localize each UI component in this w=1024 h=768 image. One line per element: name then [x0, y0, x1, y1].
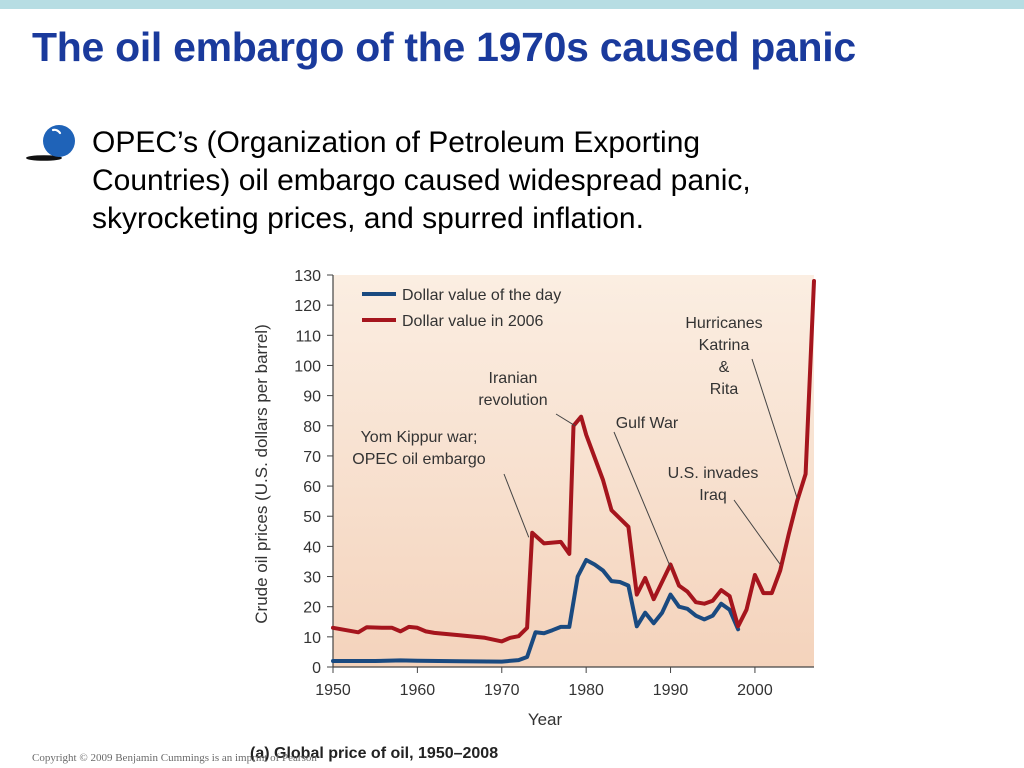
y-tick-label: 0	[312, 660, 321, 677]
chart-caption: (a) Global price of oil, 1950–2008	[250, 745, 498, 762]
y-tick-label: 20	[303, 600, 321, 617]
annotation-label: Yom Kippur war;	[361, 429, 478, 446]
annotation-label: Iraq	[699, 487, 727, 504]
copyright-notice: Copyright © 2009 Benjamin Cummings is an…	[32, 752, 317, 764]
x-tick-label: 1980	[568, 682, 604, 699]
annotation-label: revolution	[478, 392, 547, 409]
y-tick-label: 90	[303, 389, 321, 406]
bullet-text: OPEC’s (Organization of Petroleum Export…	[92, 124, 952, 238]
annotation-leader-line	[733, 499, 781, 565]
y-tick-label: 50	[303, 509, 321, 526]
series-line-dollar-value-2006	[331, 279, 816, 644]
annotation-label: Gulf War	[616, 415, 679, 432]
y-tick-label: 60	[303, 479, 321, 496]
y-tick-label: 110	[295, 328, 321, 345]
y-tick-label: 40	[303, 539, 321, 556]
x-axis-label: Year	[528, 710, 563, 729]
oil-price-chart: 0 10 20 30 40 50 60 70 80 90 100 110 120 130 1950 1960 1…	[250, 268, 816, 762]
annotation-label: &	[719, 359, 730, 376]
y-tick-label: 130	[294, 268, 321, 285]
annotation-leader-line	[555, 413, 576, 427]
y-tick-label: 30	[303, 570, 321, 587]
annotation-leader-line	[503, 473, 530, 538]
annotation-label: Hurricanes	[685, 315, 762, 332]
slide-title: The oil embargo of the 1970s caused pani…	[32, 24, 856, 70]
x-tick-label: 2000	[737, 682, 773, 699]
bullet-line: Countries) oil embargo caused widespread…	[92, 164, 751, 197]
x-tick-label: 1990	[653, 682, 689, 699]
y-axis-label: Crude oil prices (U.S. dollars per barre…	[252, 324, 271, 624]
bullet-line: skyrocketing prices, and spurred inflati…	[92, 202, 644, 235]
annotation-leader-line	[751, 358, 798, 499]
bullet-line: OPEC’s (Organization of Petroleum Export…	[92, 126, 701, 159]
y-tick-label: 10	[303, 630, 321, 647]
annotation-label: Rita	[710, 381, 739, 398]
annotation-leader-line	[613, 431, 672, 568]
x-tick-label: 1970	[484, 682, 520, 699]
y-tick-label: 70	[303, 449, 321, 466]
legend-label: Dollar value of the day	[402, 287, 561, 304]
series-line-dollar-value-of-day	[331, 558, 741, 664]
y-tick-label: 100	[294, 358, 321, 375]
annotation-label: Iranian	[489, 370, 538, 387]
annotation-label: Katrina	[699, 337, 750, 354]
x-tick-label: 1960	[400, 682, 436, 699]
y-tick-label: 120	[294, 298, 321, 315]
top-accent-bar	[0, 0, 1024, 9]
y-tick-label: 80	[303, 419, 321, 436]
annotation-label: U.S. invades	[668, 465, 759, 482]
x-tick-label: 1950	[315, 682, 351, 699]
annotation-label: OPEC oil embargo	[352, 451, 485, 468]
blue-ball-icon	[26, 125, 75, 161]
legend-label: Dollar value in 2006	[402, 313, 544, 330]
